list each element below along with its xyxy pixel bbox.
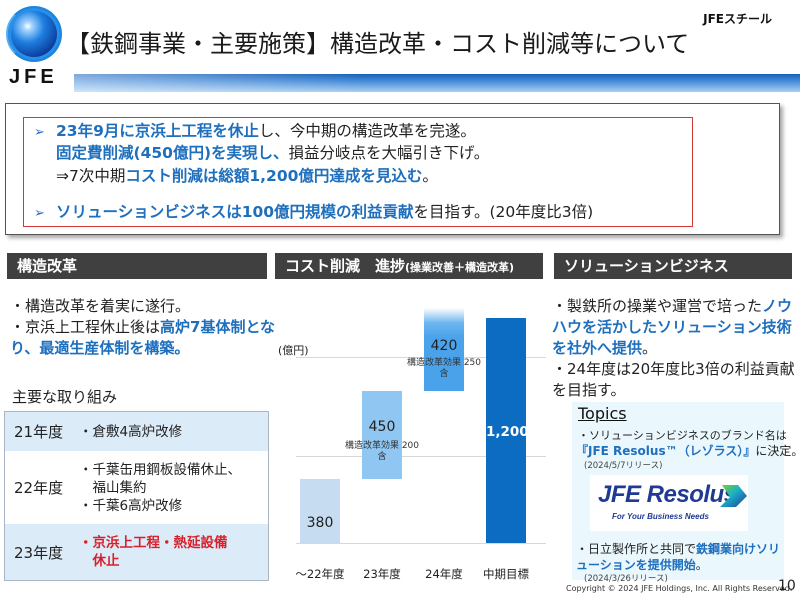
company-name: JFEスチール bbox=[703, 12, 772, 26]
summary-line-4: ➢ ソリューションビジネスは100億円規模の利益貢献を目指す。(20年度比3倍) bbox=[34, 202, 593, 224]
page-number: 10 bbox=[778, 578, 796, 594]
table-row: 21年度 ・倉敷4高炉改修 bbox=[5, 412, 268, 452]
jfe-logo-sphere-icon bbox=[8, 8, 60, 60]
gridline bbox=[296, 357, 546, 358]
title-gradient-bar bbox=[74, 74, 800, 92]
summary-highlight-frame bbox=[23, 117, 693, 227]
summary-line-2: 固定費削減(450億円)を実現し、損益分岐点を大幅引き下げ。 bbox=[56, 144, 490, 162]
bar-midterm-target: 1,200 bbox=[486, 318, 529, 543]
page-title: 【鉄鋼事業・主要施策】構造改革・コスト削減等について bbox=[66, 30, 690, 58]
bar-fy22: 380 bbox=[300, 479, 340, 543]
structural-reform-text: ・構造改革を着実に遂行。 ・京浜上工程休止後は高炉7基体制となり、最適生産体制を… bbox=[10, 297, 276, 357]
key-initiatives-title: 主要な取り組み bbox=[12, 388, 118, 406]
section-header-solution-business: ソリューションビジネス bbox=[554, 253, 792, 279]
y-axis-unit: (億円) bbox=[278, 344, 309, 357]
table-row: 23年度 ・京浜上工程・熱延設備 休止 bbox=[5, 524, 268, 580]
release-date: (2024/5/7リリース) bbox=[584, 461, 663, 471]
title-gradient-bar-fade bbox=[74, 74, 800, 92]
chart-baseline bbox=[296, 543, 546, 544]
topics-panel: Topics ・ソリューションビジネスのブランド名は 『JFE Resolus™… bbox=[572, 402, 800, 584]
resolus-arrow-icon bbox=[720, 485, 747, 507]
x-label: 中期目標 bbox=[483, 567, 529, 581]
initiatives-table: 21年度 ・倉敷4高炉改修 22年度 ・千葉缶用鋼板設備休止、 福山集約 ・千葉… bbox=[4, 411, 269, 581]
bar-fy24: 420 構造改革効果 250含 bbox=[407, 308, 481, 391]
cost-reduction-waterfall-chart: (億円) 380 450 構造改革効果 200含 420 構造改革効果 250含… bbox=[276, 296, 546, 586]
table-row: 22年度 ・千葉缶用鋼板設備休止、 福山集約 ・千葉6高炉改修 bbox=[5, 452, 268, 524]
x-label: 23年度 bbox=[363, 567, 401, 581]
section-header-structural-reform: 構造改革 bbox=[7, 253, 267, 279]
summary-box bbox=[5, 103, 780, 235]
summary-line-1: ➢ 23年9月に京浜上工程を休止し、今中期の構造改革を完遂。 bbox=[34, 121, 476, 143]
release-date: (2024/3/26リリース) bbox=[584, 574, 668, 584]
topics-title: Topics bbox=[578, 404, 627, 423]
jfe-logo-text: JFE bbox=[9, 66, 58, 88]
x-label: ～22年度 bbox=[295, 567, 345, 581]
gridline bbox=[296, 456, 546, 457]
x-label: 24年度 bbox=[425, 567, 463, 581]
arrow-bullet-icon: ➢ bbox=[34, 125, 45, 140]
section-header-cost-reduction: コスト削減 進捗(操業改善＋構造改革) bbox=[275, 253, 543, 279]
summary-line-3: ⇒7次中期コスト削減は総額1,200億円達成を見込む。 bbox=[56, 167, 438, 185]
solution-business-text: ・製鉄所の操業や運営で培ったノウハウを活かしたソリューション技術を社外へ提供。 … bbox=[552, 297, 795, 399]
jfe-resolus-logo: JFE Resolus For Your Business Needs bbox=[590, 475, 748, 531]
copyright: Copyright © 2024 JFE Holdings, Inc. All … bbox=[566, 584, 793, 593]
arrow-bullet-icon: ➢ bbox=[34, 206, 45, 221]
bar-fy23: 450 構造改革効果 200含 bbox=[345, 391, 419, 479]
